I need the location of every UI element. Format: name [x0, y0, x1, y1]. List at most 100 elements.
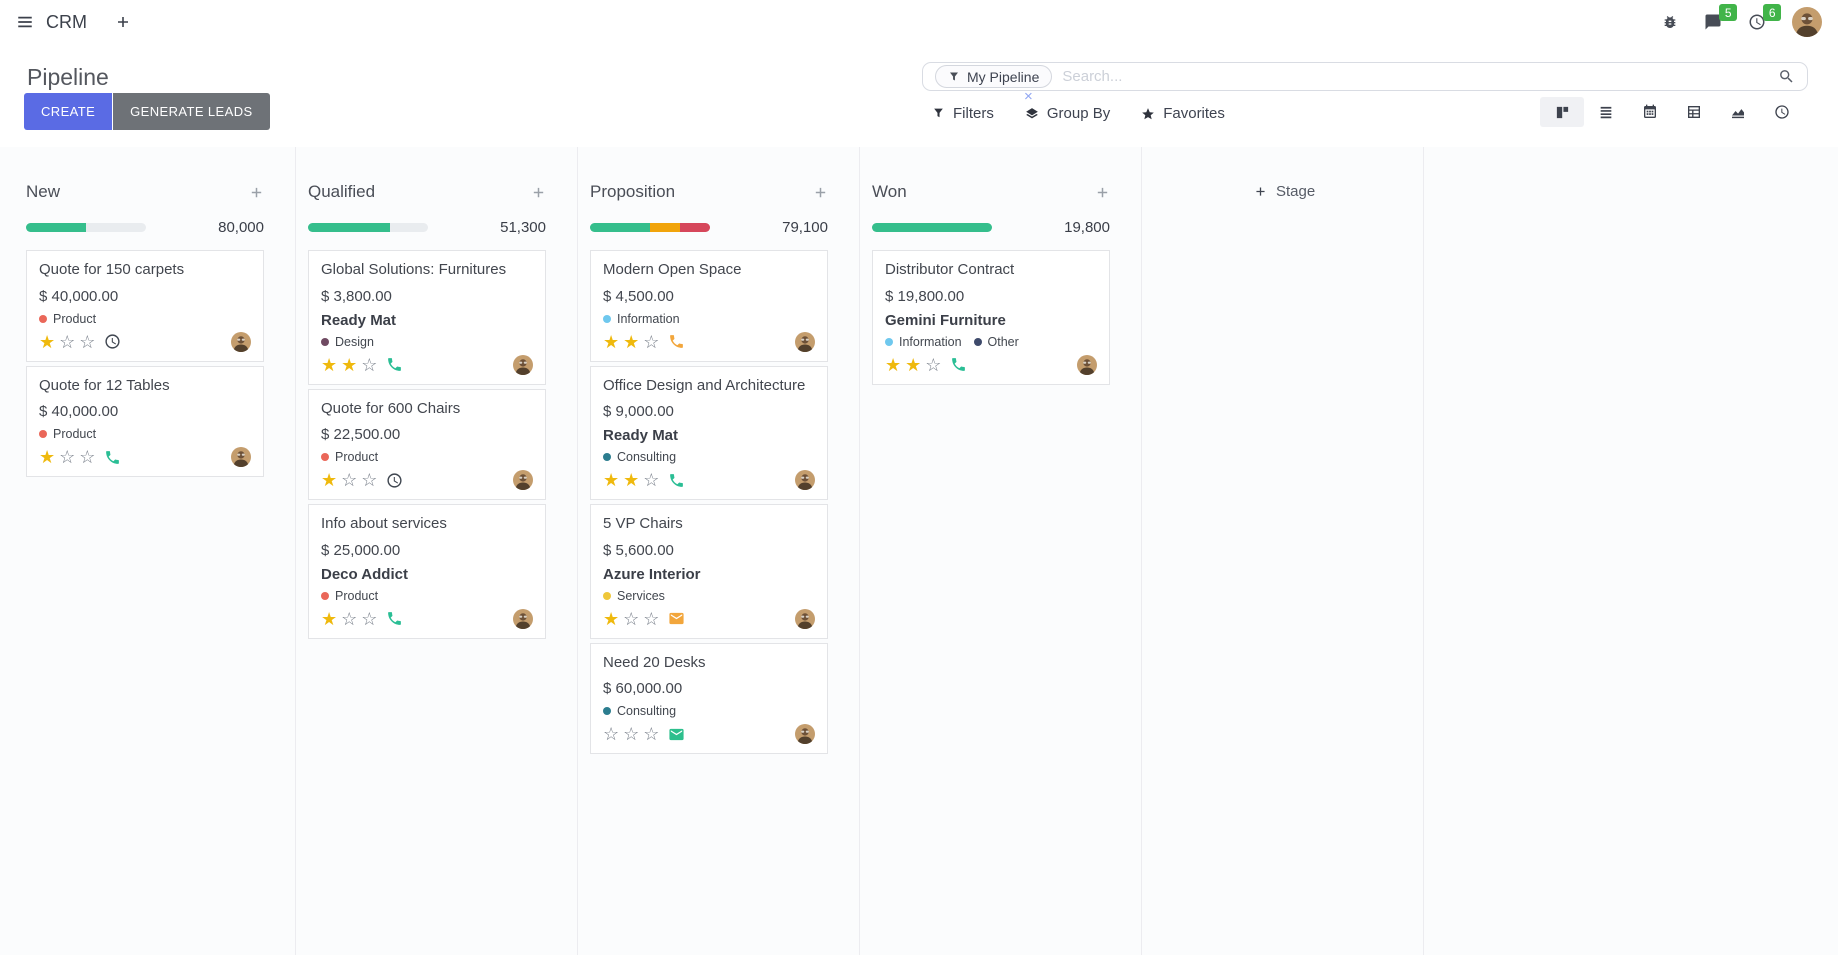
create-button[interactable]: CREATE [24, 93, 113, 130]
star-icon[interactable]: ☆ [603, 724, 620, 744]
tag-label: Services [617, 588, 665, 603]
search-facet-my-pipeline[interactable]: My Pipeline [935, 65, 1053, 88]
phone-icon[interactable] [950, 356, 967, 373]
star-icon[interactable]: ★ [905, 354, 922, 375]
kanban-card[interactable]: Office Design and Architecture $ 9,000.00… [590, 365, 828, 500]
star-icon[interactable]: ☆ [361, 354, 378, 375]
kanban-card[interactable]: Quote for 150 carpets $ 40,000.00 Product ★… [26, 250, 264, 362]
activity-clock-icon[interactable] [104, 333, 121, 350]
star-icon[interactable]: ☆ [361, 608, 378, 629]
card-footer: ★ ☆ ☆ [39, 331, 251, 352]
stage-progressbar[interactable] [590, 223, 710, 232]
star-icon[interactable]: ☆ [59, 447, 76, 467]
card-partner-name: Ready Mat [321, 311, 397, 329]
column-header: Won [872, 182, 1110, 202]
envelope-icon[interactable] [668, 726, 685, 743]
kanban-column-won: Won 19,800 Distributor Contract $ 19,800.00… [860, 147, 1142, 955]
activity-clock-icon[interactable] [386, 472, 403, 489]
search-input[interactable]: My Pipeline Search... [922, 62, 1808, 91]
star-icon[interactable]: ☆ [643, 331, 660, 352]
generate-leads-button[interactable]: GENERATE LEADS [113, 93, 270, 130]
star-icon[interactable]: ☆ [341, 608, 358, 629]
phone-icon[interactable] [668, 333, 685, 350]
star-icon[interactable]: ☆ [361, 470, 378, 490]
phone-icon[interactable] [386, 610, 403, 627]
stage-progressbar[interactable] [308, 223, 428, 232]
kanban-card[interactable]: Distributor Contract $ 19,800.00 Gemini Fu… [872, 250, 1110, 385]
star-icon[interactable]: ★ [603, 331, 620, 352]
top-navbar: CRM 5 6 [0, 0, 1838, 44]
star-icon[interactable]: ☆ [59, 331, 76, 352]
star-icon[interactable]: ☆ [643, 608, 660, 629]
list-view-button[interactable] [1584, 97, 1628, 127]
tag-label: Consulting [617, 704, 677, 718]
add-record-button[interactable] [249, 185, 264, 200]
messages-badge: 5 [1719, 4, 1737, 21]
facet-remove-icon[interactable]: × [1024, 88, 1033, 105]
star-icon[interactable]: ★ [321, 608, 338, 629]
kanban-view-button[interactable] [1540, 97, 1584, 127]
star-icon[interactable]: ☆ [643, 470, 660, 490]
add-record-button[interactable] [531, 185, 546, 200]
activities-menu[interactable]: 6 [1748, 4, 1781, 31]
kanban-card[interactable]: 5 VP Chairs $ 5,600.00 Azure Interior Servi… [590, 504, 828, 639]
kanban-card[interactable]: Quote for 12 Tables $ 40,000.00 Product ★ ☆ ☆ [26, 365, 264, 477]
star-icon[interactable]: ★ [623, 331, 640, 352]
add-stage-button[interactable]: Stage [1254, 183, 1315, 200]
activity-view-button[interactable] [1760, 97, 1804, 127]
star-icon[interactable]: ☆ [925, 354, 942, 375]
column-cards: Global Solutions: Furnitures $ 3,800.00 Re… [308, 250, 546, 639]
envelope-icon[interactable] [668, 610, 685, 627]
add-icon[interactable] [115, 14, 131, 30]
tag-design: Design [321, 335, 374, 349]
card-tags: Product [321, 589, 533, 603]
add-record-button[interactable] [1095, 185, 1110, 200]
phone-icon[interactable] [386, 356, 403, 373]
card-title: 5 VP Chairs [603, 515, 683, 532]
kanban-card[interactable]: Info about services $ 25,000.00 Deco Addic… [308, 504, 546, 639]
pivot-view-button[interactable] [1672, 97, 1716, 127]
search-icon[interactable] [1778, 68, 1795, 85]
star-icon[interactable]: ★ [603, 470, 620, 490]
stage-progressbar[interactable] [26, 223, 146, 232]
column-progress-row: 80,000 [26, 219, 264, 236]
star-icon[interactable]: ★ [321, 470, 338, 490]
filters-menu[interactable]: Filters [932, 105, 994, 122]
star-icon[interactable]: ★ [39, 447, 56, 467]
group-by-menu[interactable]: Group By [1025, 105, 1110, 122]
pivot-view-icon [1686, 104, 1702, 120]
messages-menu[interactable]: 5 [1704, 4, 1737, 31]
kanban-card[interactable]: Modern Open Space $ 4,500.00 Information ★ ★… [590, 250, 828, 362]
kanban-card[interactable]: Quote for 600 Chairs $ 22,500.00 Product ★ ☆… [308, 388, 546, 500]
star-icon[interactable]: ☆ [623, 724, 640, 744]
kanban-card[interactable]: Global Solutions: Furnitures $ 3,800.00 Re… [308, 250, 546, 385]
phone-icon[interactable] [104, 449, 121, 466]
bug-icon[interactable] [1662, 14, 1678, 30]
favorites-menu[interactable]: Favorites [1141, 105, 1225, 122]
add-record-button[interactable] [813, 185, 828, 200]
phone-icon[interactable] [668, 472, 685, 489]
star-icon[interactable]: ☆ [623, 608, 640, 629]
card-expected-revenue: $ 60,000.00 [603, 680, 683, 697]
tag-color-dot [39, 314, 47, 323]
star-icon[interactable]: ★ [885, 354, 902, 375]
star-icon[interactable]: ☆ [643, 724, 660, 744]
star-icon[interactable]: ★ [321, 354, 338, 375]
star-icon[interactable]: ☆ [79, 331, 96, 352]
star-icon[interactable]: ☆ [341, 470, 358, 490]
kanban-card[interactable]: Need 20 Desks $ 60,000.00 Consulting ☆ ☆ ☆ [590, 642, 828, 754]
calendar-view-button[interactable] [1628, 97, 1672, 127]
star-icon[interactable]: ☆ [79, 447, 96, 467]
stage-progressbar[interactable] [872, 223, 992, 232]
user-avatar[interactable] [1792, 7, 1822, 37]
app-name[interactable]: CRM [46, 11, 87, 32]
star-rating: ★ ★ ☆ [885, 356, 941, 374]
salesperson-avatar [513, 608, 533, 629]
apps-menu-icon[interactable] [16, 13, 34, 31]
action-buttons: CREATE GENERATE LEADS [24, 93, 270, 130]
graph-view-button[interactable] [1716, 97, 1760, 127]
star-icon[interactable]: ★ [603, 608, 620, 629]
star-icon[interactable]: ★ [623, 470, 640, 490]
star-icon[interactable]: ★ [39, 331, 56, 352]
star-icon[interactable]: ★ [341, 354, 358, 375]
